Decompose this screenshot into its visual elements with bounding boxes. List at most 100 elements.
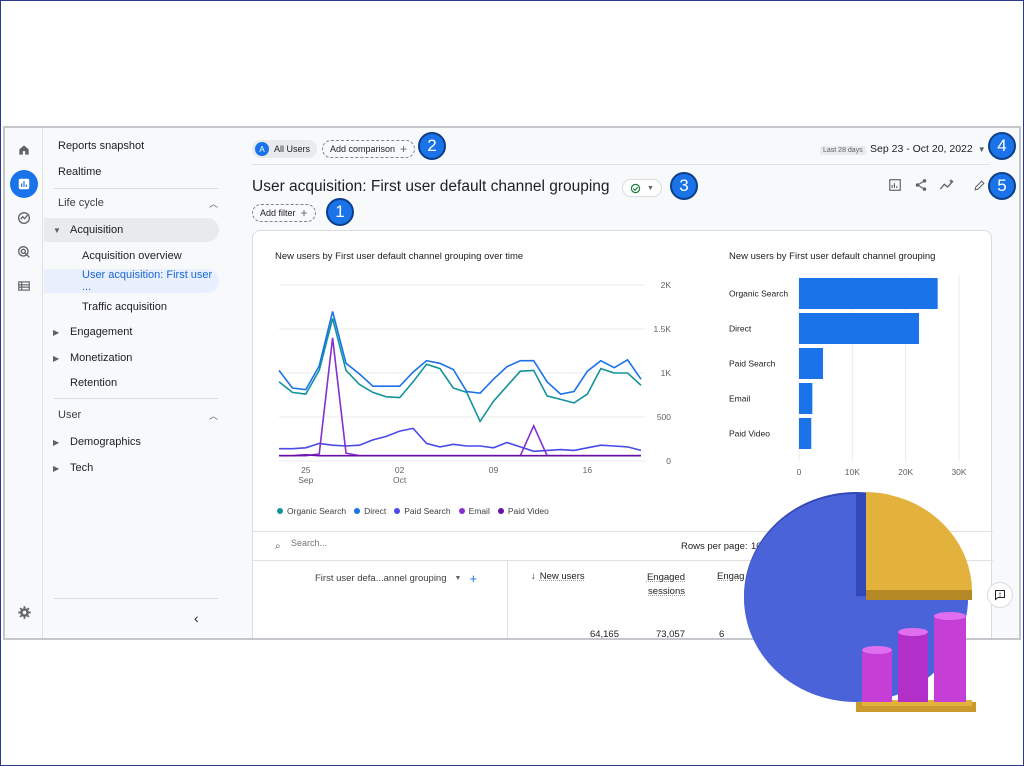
nav-monetization-label: Monetization <box>70 352 133 364</box>
date-range-label: Sep 23 - Oct 20, 2022 <box>870 143 973 155</box>
rows-per-page-select[interactable]: 10 <box>751 541 762 552</box>
insights-icon[interactable] <box>938 176 956 194</box>
nav-divider <box>54 188 218 189</box>
table-search-input[interactable] <box>291 538 491 548</box>
col-new-users[interactable]: ↓ New users <box>531 571 585 582</box>
caret-right-icon: ▶ <box>53 327 60 337</box>
y-tick-label: 1.5K <box>654 324 672 334</box>
collapse-nav-chevron-left-icon[interactable]: ‹ <box>194 610 199 626</box>
nav-engagement[interactable]: ▶ Engagement <box>44 320 219 344</box>
add-filter-button[interactable]: Add filter + <box>252 204 316 222</box>
nav-section-user[interactable]: User ︿ <box>58 405 218 425</box>
total-new-users: 64,165 <box>589 629 619 640</box>
bar-chart: 0 10K 20K 30K Organic Search Direct Paid Searc… <box>729 275 967 477</box>
nav-realtime[interactable]: Realtime <box>58 166 102 178</box>
category-label: Direct <box>729 324 752 334</box>
x-tick-label: 16 <box>583 465 593 475</box>
col-new-users-label: New users <box>539 571 585 582</box>
series-line-paid-video <box>279 453 641 457</box>
advertising-icon[interactable] <box>10 238 38 266</box>
nav-user-acquisition[interactable]: User acquisition: First user ... <box>44 269 219 293</box>
category-label: Paid Video <box>729 429 770 439</box>
legend-label: Paid Search <box>404 506 451 516</box>
series-line-email <box>279 337 641 457</box>
bar-direct <box>799 313 919 344</box>
add-comparison-label: Add comparison <box>330 144 396 154</box>
category-label: Email <box>729 394 750 404</box>
legend-item: Direct <box>354 506 386 516</box>
legend-item: Paid Search <box>394 506 451 516</box>
col-engaged-sessions[interactable]: Engaged sessions <box>633 571 685 599</box>
series-line-direct <box>278 311 642 395</box>
legend-label: Paid Video <box>507 506 549 516</box>
chevron-up-icon: ︿ <box>208 410 218 421</box>
user-section-label: User <box>58 409 82 421</box>
nav-divider <box>54 598 218 599</box>
nav-reports-snapshot[interactable]: Reports snapshot <box>58 140 145 152</box>
nav-acquisition-overview[interactable]: Acquisition overview <box>82 250 182 262</box>
category-label: Organic Search <box>729 289 788 299</box>
nav-retention[interactable]: Retention <box>70 377 118 389</box>
bar-email <box>799 383 813 414</box>
caret-down-icon: ▼ <box>53 225 61 235</box>
table-toolbar: ⌕ Rows per page: 10 <box>253 531 993 561</box>
total-engaged-sessions: 73,057 <box>655 629 685 640</box>
nav-divider <box>54 398 218 399</box>
bar-paid-search <box>799 348 823 379</box>
series-line-organic-search <box>278 318 642 424</box>
legend-label: Direct <box>364 506 387 516</box>
legend-label: Organic Search <box>287 506 347 516</box>
nav-acquisition[interactable]: ▼ Acquisition <box>44 218 219 242</box>
data-quality-dropdown[interactable]: ▼ <box>622 179 662 197</box>
x-tick-label: 25 <box>301 465 311 475</box>
series-line-paid-search <box>279 427 642 453</box>
explore-icon[interactable] <box>10 204 38 232</box>
share-icon[interactable] <box>912 176 930 194</box>
configure-icon[interactable] <box>10 272 38 300</box>
add-comparison-button[interactable]: Add comparison + <box>322 140 416 158</box>
legend-item: Organic Search <box>277 506 346 516</box>
caret-right-icon: ▶ <box>53 463 60 473</box>
report-main: A All Users Add comparison + 2 Last 28 d… <box>230 128 1019 638</box>
edit-pencil-icon[interactable] <box>970 176 988 194</box>
customize-report-icon[interactable] <box>886 176 904 194</box>
x-tick-label: 20K <box>898 467 913 477</box>
feedback-icon[interactable] <box>987 582 1013 608</box>
chevron-up-icon: ︿ <box>208 198 218 209</box>
bar-organic-search <box>799 278 938 309</box>
segment-chip-all-users[interactable]: A All Users <box>252 140 318 158</box>
dropdown-arrow-icon: ▼ <box>977 144 986 154</box>
y-tick-label: 0 <box>666 456 671 466</box>
nav-tech[interactable]: ▶ Tech <box>44 456 219 480</box>
nav-monetization[interactable]: ▶ Monetization <box>44 346 219 370</box>
nav-traffic-acquisition[interactable]: Traffic acquisition <box>82 301 167 313</box>
nav-engagement-label: Engagement <box>70 326 133 338</box>
dropdown-arrow-icon: ▼ <box>647 184 654 192</box>
home-icon[interactable] <box>10 136 38 164</box>
reports-icon[interactable] <box>10 170 38 198</box>
date-range-picker[interactable]: Sep 23 - Oct 20, 2022 ▼ <box>870 143 986 155</box>
x-tick-label: 02 <box>395 465 405 475</box>
settings-gear-icon[interactable] <box>10 598 38 626</box>
legend-dot <box>497 508 504 514</box>
callout-badge-4: 4 <box>988 132 1016 160</box>
chart-legend: Organic Search Direct Paid Search Email … <box>277 506 549 516</box>
analytics-app: Reports snapshot Realtime Life cycle ︿ ▼… <box>3 126 1021 640</box>
y-tick-label: 1K <box>661 368 672 378</box>
col-engagement-rate[interactable]: Engag <box>717 571 745 582</box>
total-partial: 6 <box>719 629 725 640</box>
segment-label: All Users <box>274 144 311 154</box>
nav-demographics-label: Demographics <box>70 436 141 448</box>
column-divider <box>507 561 508 638</box>
legend-label: Email <box>468 506 490 516</box>
nav-demographics[interactable]: ▶ Demographics <box>44 430 219 454</box>
legend-dot <box>354 508 361 514</box>
dimension-selector[interactable]: First user defa...annel grouping ▼ + <box>315 571 477 586</box>
dimension-header: First user defa...annel grouping <box>315 573 447 584</box>
sort-arrow-down-icon: ↓ <box>531 571 536 582</box>
legend-dot <box>394 508 401 514</box>
check-circle-icon <box>630 183 641 193</box>
bar-chart-title: New users by First user default channel … <box>729 251 936 262</box>
nav-section-lifecycle[interactable]: Life cycle ︿ <box>58 193 218 213</box>
add-dimension-plus-icon[interactable]: + <box>469 571 478 586</box>
